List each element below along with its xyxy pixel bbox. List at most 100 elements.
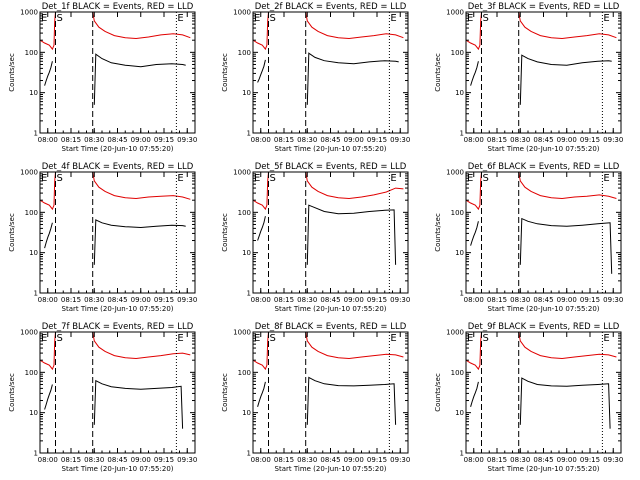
x-tick-label: 08:00 <box>464 456 484 464</box>
y-tick-label: 100 <box>451 209 464 217</box>
y-axis-label: Counts/sec <box>8 373 16 412</box>
plot-frame <box>465 331 622 454</box>
x-tick-label: 08:15 <box>487 136 507 144</box>
events-series-1 <box>44 222 53 249</box>
y-tick-label: 100 <box>25 49 38 57</box>
y-tick-label: 1 <box>247 450 251 458</box>
marker-E: E <box>177 13 183 24</box>
x-tick-label: 08:15 <box>274 456 294 464</box>
x-axis-label: Start Time (20-Jun-10 07:55:20) <box>275 465 387 473</box>
y-tick-label: 1000 <box>233 9 251 17</box>
x-tick-label: 09:15 <box>580 296 600 304</box>
x-tick-label: 09:00 <box>557 136 577 144</box>
x-tick-label: 09:30 <box>603 296 623 304</box>
y-tick-label: 1000 <box>446 9 464 17</box>
x-tick-label: 08:00 <box>38 456 58 464</box>
marker-E: E <box>254 13 260 24</box>
y-axis-label: Counts/sec <box>434 213 442 252</box>
marker-E: E <box>603 173 609 184</box>
panel-title: Det_7f BLACK = Events, RED = LLD <box>42 322 194 332</box>
y-axis-label: Counts/sec <box>221 373 229 412</box>
plot-frame <box>465 11 622 134</box>
marker-S: S <box>57 13 63 24</box>
x-tick-label: 09:30 <box>603 136 623 144</box>
x-tick-label: 08:30 <box>510 456 530 464</box>
y-tick-label: 1000 <box>20 169 38 177</box>
y-tick-label: 10 <box>242 249 251 257</box>
marker-E: E <box>467 333 473 344</box>
plot-area <box>466 332 617 453</box>
marker-S: S <box>270 13 276 24</box>
marker-S: S <box>57 333 63 344</box>
x-tick-label: 09:00 <box>557 456 577 464</box>
x-tick-label: 08:00 <box>464 136 484 144</box>
marker-E: E <box>467 13 473 24</box>
marker-S: S <box>270 333 276 344</box>
plot-frame <box>39 171 196 294</box>
x-tick-label: 09:15 <box>154 296 174 304</box>
marker-E: E <box>41 13 47 24</box>
events-series-1 <box>257 59 266 83</box>
x-tick-label: 09:00 <box>131 456 151 464</box>
marker-S: S <box>270 173 276 184</box>
plot-frame <box>252 171 409 294</box>
y-tick-label: 10 <box>455 249 464 257</box>
x-tick-label: 08:30 <box>84 136 104 144</box>
x-tick-label: 09:15 <box>367 296 387 304</box>
x-tick-label: 08:15 <box>61 456 81 464</box>
panel-title: Det_3f BLACK = Events, RED = LLD <box>468 2 620 12</box>
y-axis-label: Counts/sec <box>434 373 442 412</box>
plot-frame <box>252 11 409 134</box>
y-tick-label: 1000 <box>20 329 38 337</box>
lld-series <box>253 12 404 51</box>
y-axis-label: Counts/sec <box>8 53 16 92</box>
x-tick-label: 08:30 <box>297 136 317 144</box>
y-tick-label: 1 <box>34 290 38 298</box>
y-tick-label: 1 <box>460 450 464 458</box>
x-axis-label: Start Time (20-Jun-10 07:55:20) <box>275 145 387 153</box>
plot-frame <box>39 331 196 454</box>
x-tick-label: 09:00 <box>344 136 364 144</box>
plot-frame <box>39 11 196 134</box>
x-tick-label: 09:30 <box>177 456 197 464</box>
panel-title: Det_2f BLACK = Events, RED = LLD <box>255 2 407 12</box>
lld-series <box>40 12 191 51</box>
x-tick-label: 08:45 <box>533 456 553 464</box>
events-series-1 <box>470 381 479 407</box>
x-axis-label: Start Time (20-Jun-10 07:55:20) <box>488 305 600 313</box>
events-series-1 <box>470 221 479 246</box>
lld-series <box>40 172 191 211</box>
y-tick-label: 10 <box>242 409 251 417</box>
x-tick-label: 08:00 <box>251 136 271 144</box>
x-tick-label: 08:00 <box>38 296 58 304</box>
y-tick-label: 100 <box>238 369 251 377</box>
x-tick-label: 08:45 <box>320 296 340 304</box>
events-series-2 <box>519 377 611 429</box>
marker-E: E <box>390 333 396 344</box>
y-tick-label: 100 <box>238 49 251 57</box>
y-tick-label: 1 <box>247 290 251 298</box>
plot-area <box>253 172 404 293</box>
marker-E: E <box>390 13 396 24</box>
plot-area <box>253 12 404 133</box>
x-tick-label: 08:00 <box>251 456 271 464</box>
x-tick-label: 09:00 <box>344 456 364 464</box>
plot-frame <box>465 171 622 294</box>
events-series-1 <box>44 61 53 86</box>
x-tick-label: 09:30 <box>390 136 410 144</box>
marker-E: E <box>603 13 609 24</box>
lld-series <box>466 332 617 371</box>
panel-title: Det_8f BLACK = Events, RED = LLD <box>255 322 407 332</box>
x-tick-label: 08:00 <box>38 136 58 144</box>
marker-S: S <box>483 173 489 184</box>
x-tick-label: 08:45 <box>320 136 340 144</box>
y-tick-label: 1 <box>34 450 38 458</box>
marker-E: E <box>177 173 183 184</box>
lld-series <box>253 172 404 211</box>
y-tick-label: 10 <box>29 249 38 257</box>
